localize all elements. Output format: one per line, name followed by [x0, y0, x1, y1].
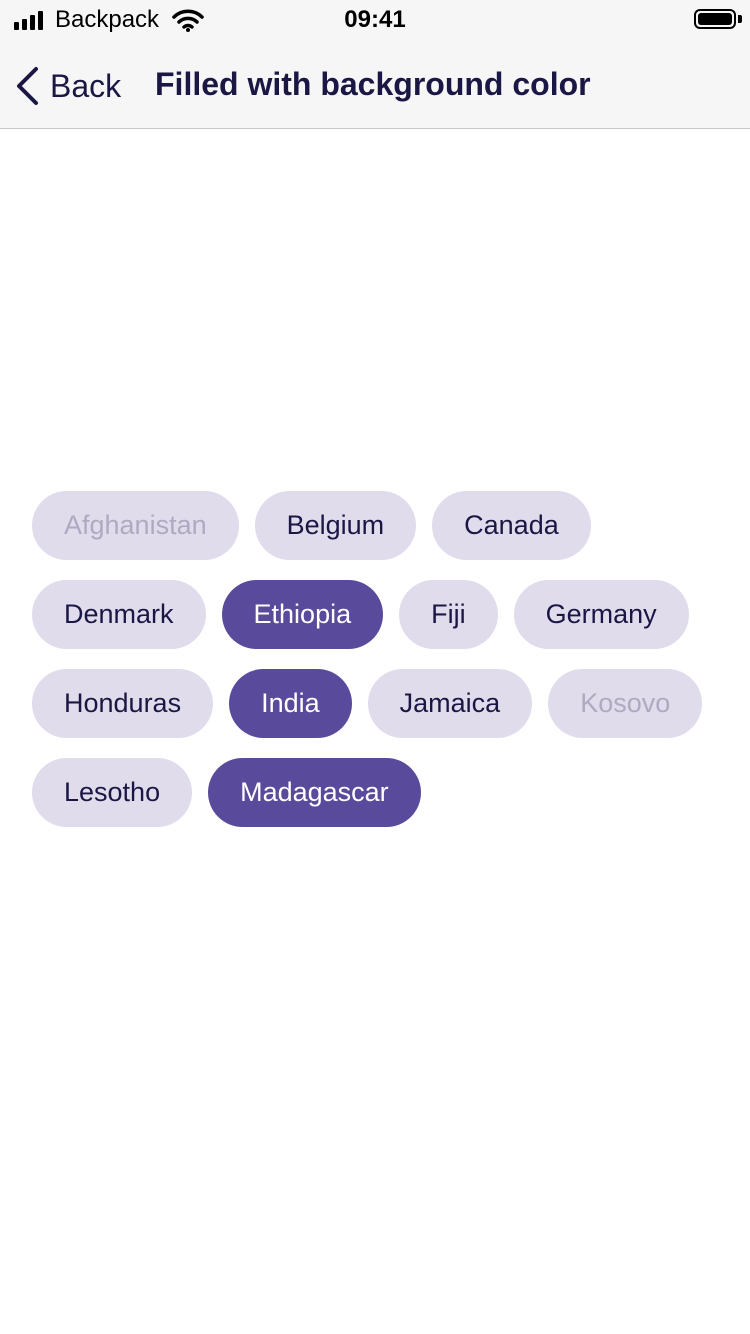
- chip-ethiopia[interactable]: Ethiopia: [221, 580, 384, 649]
- back-button[interactable]: Back: [14, 64, 121, 108]
- status-bar: Backpack 09:41: [0, 0, 750, 40]
- chip-madagascar[interactable]: Madagascar: [208, 758, 421, 827]
- wifi-icon: [172, 9, 204, 32]
- chip-kosovo: Kosovo: [548, 669, 703, 738]
- chip-canada[interactable]: Canada: [432, 491, 591, 560]
- chip-jamaica[interactable]: Jamaica: [367, 669, 533, 738]
- back-label: Back: [50, 67, 122, 104]
- chip-group: Afghanistan Belgium Canada Denmark Ethiopia F…: [32, 491, 732, 827]
- chip-fiji[interactable]: Fiji: [399, 580, 498, 649]
- carrier-name: Backpack: [55, 6, 160, 33]
- chip-lesotho[interactable]: Lesotho: [32, 758, 193, 827]
- chip-denmark[interactable]: Denmark: [32, 580, 206, 649]
- battery-tip: [738, 15, 742, 23]
- battery-icon: [694, 9, 736, 29]
- chip-belgium[interactable]: Belgium: [254, 491, 417, 560]
- cellular-signal-icon: [14, 11, 43, 30]
- chip-india[interactable]: India: [229, 669, 352, 738]
- chevron-left-icon: [17, 67, 38, 105]
- navigation-bar: Back Filled with background color: [0, 40, 750, 129]
- chip-honduras[interactable]: Honduras: [32, 669, 214, 738]
- status-time: 09:41: [344, 6, 406, 33]
- page-title: Filled with background color: [155, 66, 591, 102]
- chip-afghanistan: Afghanistan: [32, 491, 239, 560]
- chip-germany[interactable]: Germany: [513, 580, 689, 649]
